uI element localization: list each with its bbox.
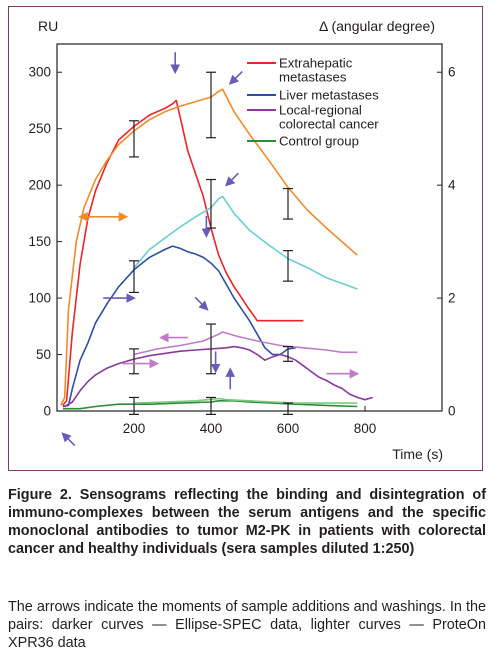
- error-bar: [283, 187, 293, 220]
- error-bar: [283, 346, 293, 362]
- liver-metastases-lighter-curve: [133, 195, 358, 290]
- x-tick-label: 200: [123, 421, 146, 436]
- control-group-lighter-curve: [133, 397, 358, 404]
- error-bar: [206, 71, 216, 139]
- washing-arrow: [228, 70, 243, 85]
- error-bar: [283, 250, 293, 282]
- control-group-darker-curve: [62, 399, 358, 410]
- y-left-tick-label: 200: [28, 178, 51, 193]
- legend-label: Control group: [279, 134, 359, 149]
- y-right-tick-label: 6: [448, 65, 456, 80]
- x-tick-label: 600: [277, 421, 300, 436]
- extrahepatic-metastases-darker-curve: [62, 99, 304, 406]
- y-left-axis-label: RU: [38, 18, 58, 34]
- error-bar: [129, 396, 139, 415]
- plot-area-border: [56, 43, 443, 412]
- error-bar: [206, 396, 216, 415]
- y-right-tick-label: 2: [448, 291, 456, 306]
- figure-caption-title: Figure 2. Sensograms reflecting the bind…: [8, 487, 486, 557]
- y-left-tick-label: 300: [28, 65, 51, 80]
- y-left-tick-label: 150: [28, 234, 51, 249]
- x-axis-label: Time (s): [392, 446, 443, 462]
- legend-item: Liver metastases: [247, 88, 379, 103]
- legend-item: Extrahepatic metastases: [247, 56, 353, 85]
- legend-label: Extrahepatic metastases: [279, 56, 353, 85]
- x-tick-label: 800: [354, 421, 377, 436]
- sensogram-chart: 0 50 100 150 200 250 300 0 2 4 6 200 400 600 800 RU Δ (a…: [28, 18, 456, 462]
- error-bar: [283, 402, 293, 415]
- error-bar: [129, 348, 139, 375]
- error-bar: [206, 178, 216, 229]
- error-bar: [129, 260, 139, 294]
- error-bar: [129, 120, 139, 158]
- liver-metastases-darker-curve: [62, 245, 296, 408]
- local-regional-colorectal-cancer-lighter-curve: [133, 331, 358, 356]
- figure-caption-body: The arrows indicate the moments of sampl…: [8, 599, 486, 651]
- x-tick-label: 400: [200, 421, 223, 436]
- y-left-tick-label: 250: [28, 121, 51, 136]
- y-right-axis-label: Δ (angular degree): [319, 18, 435, 34]
- y-left-tick-label: 100: [28, 291, 51, 306]
- y-right-tick-label: 4: [448, 178, 456, 193]
- legend-item: Local-regional colorectal cancer: [247, 103, 379, 132]
- legend-item: Control group: [247, 134, 359, 149]
- y-right-tick-label: 0: [448, 404, 456, 419]
- start-arrow: [61, 432, 76, 447]
- legend-label: Local-regional colorectal cancer: [279, 103, 379, 132]
- figure-frame: [8, 6, 483, 471]
- legend-label: Liver metastases: [279, 88, 379, 103]
- y-left-tick-label: 0: [43, 404, 51, 419]
- washing-arrow: [225, 172, 239, 187]
- washing-arrow: [194, 296, 209, 311]
- y-left-tick-label: 50: [36, 347, 51, 362]
- local-regional-colorectal-cancer-darker-curve: [64, 345, 373, 408]
